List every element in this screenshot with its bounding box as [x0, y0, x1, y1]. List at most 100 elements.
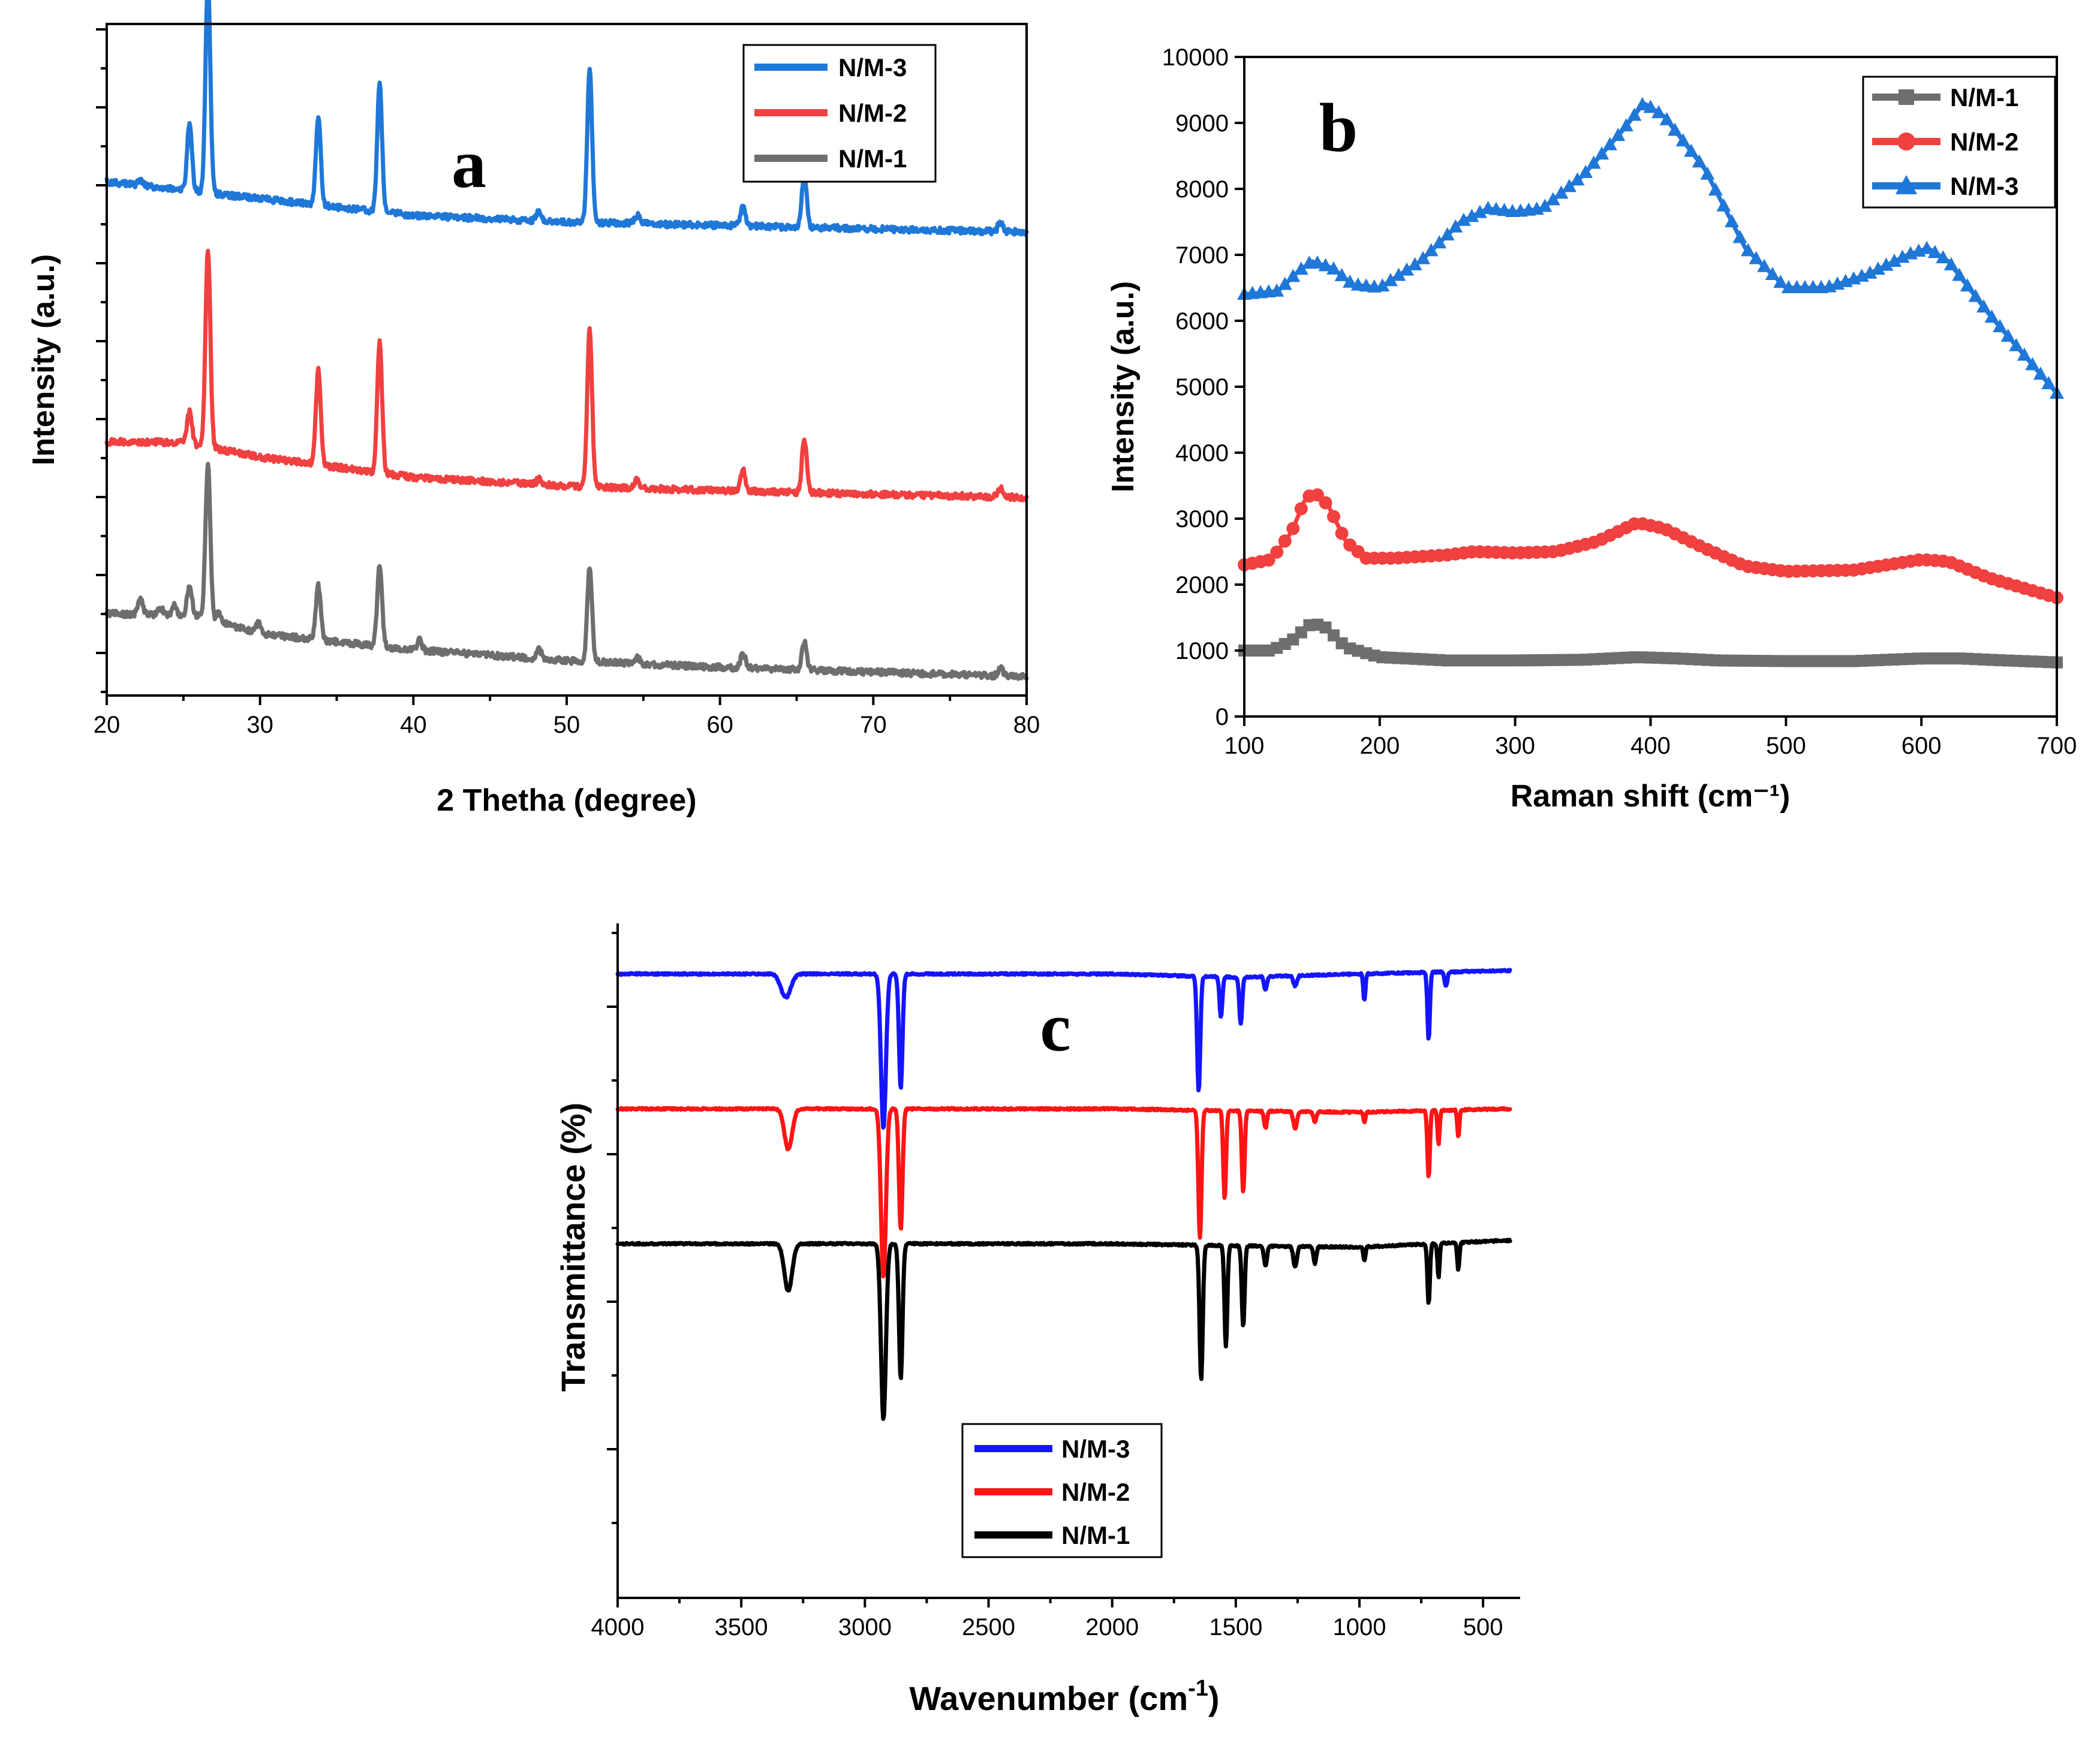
marker-b-n-m-3: [1277, 276, 1292, 290]
marker-b-n-m-3: [1383, 273, 1398, 287]
marker-b-n-m-3: [1725, 214, 1739, 227]
marker-b-n-m-2: [1327, 510, 1341, 523]
x-tick-label-a-70: 70: [860, 712, 887, 738]
marker-b-n-m-3: [1757, 258, 1772, 272]
marker-b-n-m-3: [1684, 143, 1699, 157]
marker-b-n-m-3: [1464, 209, 1479, 222]
marker-b-n-m-3: [1870, 261, 1885, 275]
marker-b-n-m-3: [1618, 118, 1633, 132]
marker-b-n-m-3: [1675, 133, 1690, 147]
panel-b-legend: N/M-1 N/M-2 N/M-3: [1862, 76, 2056, 209]
marker-b-n-m-2: [1286, 522, 1300, 535]
marker-b-n-m-2: [1262, 553, 1275, 567]
marker-b-n-m-3: [1627, 107, 1642, 121]
x-tick-label-b-400: 400: [1630, 733, 1671, 759]
marker-b-n-m-3: [1749, 251, 1764, 264]
panel-b-series-group: [1237, 97, 2064, 669]
marker-b-n-m-3: [2025, 357, 2040, 371]
marker-b-n-m-3: [1586, 155, 1601, 169]
legend-c-n-m-2-label: N/M-2: [1061, 1478, 1130, 1506]
marker-b-n-m-3: [2000, 328, 2015, 342]
marker-b-n-m-3: [1765, 267, 1780, 280]
marker-b-n-m-3: [2041, 376, 2056, 390]
panel-a-x-ticks: 20 30 40 50 60 70 80: [94, 696, 1040, 738]
marker-b-n-m-3: [1440, 227, 1455, 240]
panel-b-y-axis-title: Intensity (a.u.): [1106, 281, 1141, 492]
y-tick-label-b-4000: 4000: [1175, 440, 1229, 466]
y-tick-label-b-7000: 7000: [1175, 242, 1229, 269]
series-b-n-m-2-markers: [1238, 488, 2063, 604]
marker-b-n-m-3: [1927, 245, 1942, 258]
x-tick-label-c-2000: 2000: [1085, 1614, 1139, 1640]
panel-c-y-axis-title: Transmittance (%): [554, 1103, 592, 1392]
marker-b-n-m-3: [1668, 122, 1683, 136]
marker-b-n-m-3: [1700, 166, 1715, 180]
marker-b-n-m-3: [1692, 154, 1707, 168]
marker-b-n-m-3: [1343, 274, 1358, 288]
marker-b-n-m-3: [1643, 100, 1658, 113]
x-tick-label-b-700: 700: [2037, 733, 2077, 759]
panel-c-series-group: [615, 968, 1512, 1421]
marker-b-n-m-3: [1741, 243, 1756, 257]
legend-b-n-m-2-label: N/M-2: [1950, 128, 2018, 156]
panel-a-series-group: [104, 0, 1029, 681]
x-tick-label-b-500: 500: [1766, 733, 1806, 759]
y-tick-label-b-9000: 9000: [1175, 110, 1229, 137]
legend-a-n-m-3-label: N/M-3: [838, 53, 907, 82]
marker-b-n-m-3: [1407, 257, 1422, 270]
marker-b-n-m-3: [1968, 288, 1983, 302]
panel-c-ftir-chart: 4000 3500 3000 2500 2000 1500 1000 500 Wavenumb…: [554, 923, 1520, 1717]
y-tick-label-b-0: 0: [1216, 704, 1229, 730]
marker-b-n-m-3: [1293, 261, 1308, 275]
panel-c-x-ticks: 4000 3500 3000 2500 2000 1500 1000 500: [591, 1598, 1503, 1640]
y-tick-label-b-1000: 1000: [1175, 638, 1229, 664]
x-tick-label-a-50: 50: [553, 712, 580, 738]
panel-c-x-axis-title: Wavenumber (cm-1): [909, 1676, 1219, 1717]
legend-b-n-m-1-marker: [1899, 89, 1914, 105]
marker-b-n-m-3: [1545, 192, 1560, 206]
marker-b-n-m-3: [1538, 198, 1553, 212]
panel-c-x-axis-title-main: Wavenumber (cm: [909, 1679, 1188, 1717]
marker-b-n-m-3: [1716, 198, 1731, 212]
panel-a-y-ticks: [96, 28, 107, 693]
panel-b-x-ticks: 100 200 300 400 500 600 700: [1225, 717, 2077, 759]
panel-c-legend: N/M-3 N/M-2 N/M-1: [961, 1423, 1163, 1558]
series-c-n-m-2: [615, 1106, 1512, 1279]
marker-b-n-m-3: [1578, 164, 1593, 178]
marker-b-n-m-3: [1570, 172, 1585, 186]
marker-b-n-m-3: [1936, 250, 1951, 264]
marker-b-n-m-3: [1659, 112, 1674, 125]
x-tick-label-b-300: 300: [1495, 733, 1535, 759]
marker-b-n-m-3: [1334, 267, 1349, 281]
marker-b-n-m-2: [1319, 496, 1332, 510]
marker-b-n-m-3: [1732, 230, 1747, 243]
legend-a-n-m-2-label: N/M-2: [838, 99, 907, 127]
y-tick-label-b-10000: 10000: [1162, 44, 1229, 71]
legend-b-n-m-3-label: N/M-3: [1950, 172, 2018, 200]
x-tick-label-c-1500: 1500: [1209, 1614, 1262, 1640]
marker-b-n-m-3: [1310, 255, 1325, 269]
marker-b-n-m-3: [1635, 97, 1650, 110]
legend-b-n-m-2-marker: [1897, 133, 1915, 150]
panel-b-x-axis-title: Raman shift (cm⁻¹): [1511, 779, 1791, 814]
marker-b-n-m-2: [1294, 502, 1308, 516]
marker-b-n-m-3: [1456, 212, 1471, 226]
series-c-n-m-1: [615, 1238, 1512, 1421]
series-b-n-m-2: [1242, 490, 2059, 600]
marker-b-n-m-3: [1318, 258, 1333, 272]
legend-c-n-m-1-label: N/M-1: [1061, 1521, 1130, 1549]
x-tick-label-b-600: 600: [1902, 733, 1942, 759]
marker-b-n-m-3: [1286, 269, 1301, 282]
panel-b-y-ticks: 0 1000 2000 3000 4000 5000 6000 7000 8000 9000 100…: [1162, 44, 1244, 730]
series-c-n-m-3: [615, 968, 1512, 1130]
marker-b-n-m-3: [1424, 243, 1439, 257]
marker-b-n-m-3: [1943, 257, 1958, 270]
series-b-n-m-3-markers: [1237, 97, 2064, 399]
marker-b-n-m-3: [1773, 275, 1788, 288]
series-b-n-m-1-markers: [1238, 618, 2063, 669]
marker-b-n-m-3: [1984, 309, 1999, 323]
marker-b-n-m-3: [1952, 267, 1967, 281]
marker-b-n-m-3: [1879, 257, 1894, 271]
marker-b-n-m-3: [1269, 283, 1284, 297]
x-tick-label-c-500: 500: [1463, 1614, 1503, 1640]
